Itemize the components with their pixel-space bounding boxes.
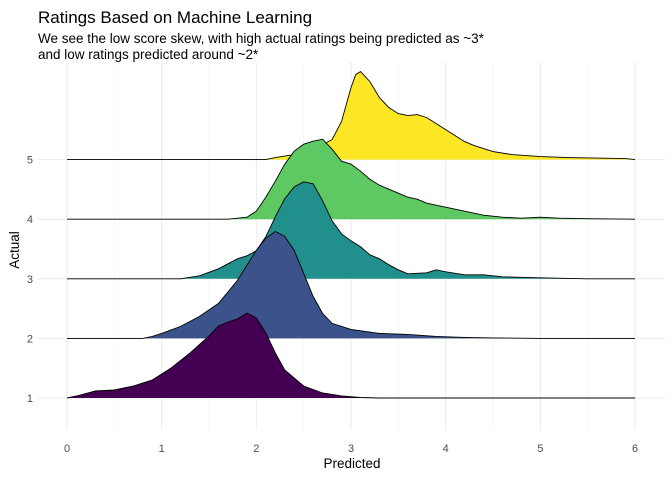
ridge-fill-4 [67,139,635,220]
y-axis-title: Actual [7,231,22,269]
chart-title: Ratings Based on Machine Learning [38,8,312,27]
ridge-fill-5 [67,71,635,160]
y-tick-label: 5 [27,155,33,167]
ridges [66,71,636,399]
x-tick-label: 3 [348,443,354,455]
ridge-fill-1 [67,313,635,398]
y-tick-label: 4 [27,214,33,226]
y-axis-ticks: 1 2 3 4 5 [27,155,33,405]
chart-subtitle-line-1: We see the low score skew, with high act… [38,31,485,46]
x-axis-title: Predicted [323,456,380,471]
ridge-outline-2 [67,230,635,339]
x-tick-label: 6 [632,443,638,455]
x-tick-label: 5 [537,443,543,455]
ridge-fill-2 [67,231,635,339]
x-tick-label: 4 [443,443,449,455]
x-tick-label: 0 [64,443,70,455]
ridge-outline-4 [67,138,636,220]
y-tick-label: 2 [27,333,33,345]
chart-subtitle-line-2: and low ratings predicted around ~2* [38,47,259,62]
x-axis-ticks: 0 1 2 3 4 5 6 [64,443,638,455]
x-tick-label: 2 [253,443,259,455]
y-tick-label: 3 [27,274,33,286]
y-tick-label: 1 [27,393,33,405]
x-tick-label: 1 [159,443,165,455]
ridge-fill-3 [67,181,635,279]
ridge-outline-3 [67,181,635,280]
ridge-outline-1 [66,312,635,399]
